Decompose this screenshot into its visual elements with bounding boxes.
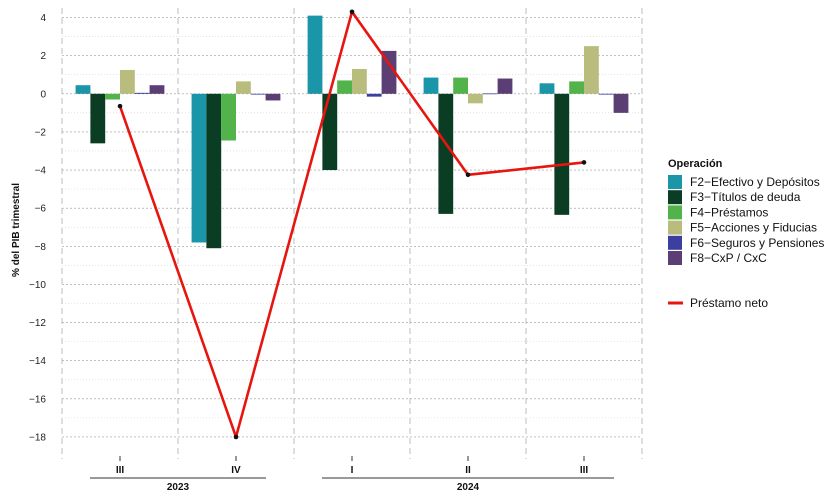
x-category-label: III [580, 465, 589, 476]
legend-label: F4−Préstamos [690, 205, 768, 219]
y-tick-label: −8 [35, 242, 47, 253]
bar [134, 92, 150, 94]
bar [120, 69, 135, 94]
y-tick-label: −16 [29, 394, 46, 405]
y-tick-label: −14 [29, 356, 46, 367]
legend-label: F8−CxP / CxC [690, 251, 767, 265]
net-lending-point [233, 434, 239, 440]
bar [75, 85, 91, 94]
bar [337, 80, 352, 94]
bar [381, 50, 397, 94]
bar [307, 15, 323, 94]
x-category-label: I [351, 465, 354, 476]
bar [352, 69, 367, 94]
x-category-label: IV [231, 465, 241, 476]
category-separators [61, 8, 643, 459]
legend-title: Operación [668, 158, 723, 170]
net-lending-point [349, 9, 355, 15]
net-lending-line [117, 9, 587, 440]
bar [322, 93, 338, 171]
y-tick-label: −6 [35, 204, 47, 215]
legend-swatch [668, 220, 682, 235]
year-label: 2023 [167, 482, 190, 493]
bar [206, 93, 222, 249]
bar [250, 93, 266, 95]
y-tick-label: −10 [29, 280, 46, 291]
legend-swatch [668, 175, 682, 189]
bar [191, 93, 207, 243]
legend-swatch [668, 190, 682, 205]
y-tick-label: −12 [29, 318, 46, 329]
bar [497, 78, 513, 94]
y-tick-label: 4 [40, 13, 46, 24]
bar [105, 93, 120, 100]
legend-label: F6−Seguros y Pensiones [690, 236, 824, 250]
bar [613, 93, 629, 113]
y-tick-label: 0 [40, 89, 46, 100]
legend-swatch [668, 205, 682, 220]
y-tick-label: −18 [29, 432, 46, 443]
bar [539, 83, 555, 94]
bar [236, 81, 251, 94]
bar [569, 81, 584, 94]
legend-label: F2−Efectivo y Depósitos [690, 175, 820, 189]
x-category-label: II [465, 465, 471, 476]
net-lending-point [465, 172, 471, 178]
bar [584, 46, 599, 94]
legend-label: Préstamo neto [690, 296, 768, 310]
bar [221, 93, 236, 141]
legend-swatch [668, 235, 682, 250]
net-lending-point [117, 103, 123, 109]
y-axis-ticks: 4 2 0 −2 −4 −6 −8 −10 −12 −14 −16 −18 [29, 13, 46, 443]
bar [554, 93, 570, 215]
y-tick-label: 2 [40, 51, 46, 62]
year-label: 2024 [457, 482, 480, 493]
bar [438, 93, 454, 214]
x-category-label: III [116, 465, 125, 476]
bar [453, 77, 468, 94]
bar [423, 77, 439, 94]
bar [598, 93, 614, 95]
bar [366, 93, 382, 97]
bar [482, 93, 498, 95]
bar [90, 93, 106, 144]
legend-label: F5−Acciones y Fiducias [690, 221, 817, 235]
y-axis-title: % del PIB trimestral [11, 183, 22, 277]
bar [265, 93, 281, 101]
bar [149, 85, 165, 94]
legend-swatch [668, 251, 682, 265]
y-tick-label: −2 [35, 127, 47, 138]
bars [75, 15, 629, 249]
legend-label: F3−Títulos de deuda [690, 190, 801, 204]
net-lending-point [581, 160, 587, 165]
legend: Operación F2−Efectivo y DepósitosF3−Títu… [668, 158, 824, 310]
y-tick-label: −4 [35, 166, 47, 177]
bar [468, 93, 483, 104]
